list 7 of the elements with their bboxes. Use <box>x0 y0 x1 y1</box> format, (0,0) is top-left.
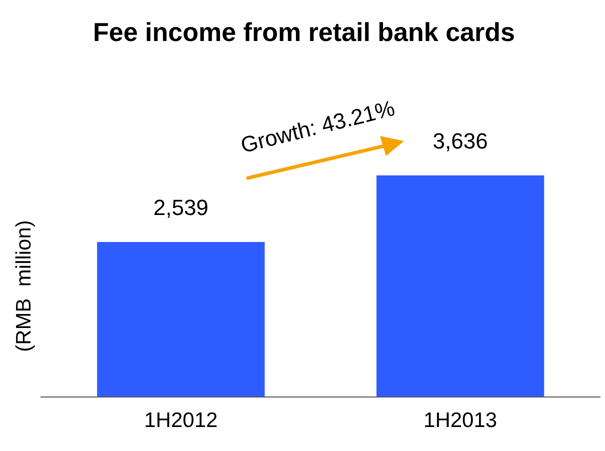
text: Growth: 43.21% <box>238 95 398 158</box>
chart-title: Fee income from retail bank cards <box>93 16 515 47</box>
y-axis-title: (RMB million) <box>12 220 36 352</box>
x-tick-label: 1H2013 <box>424 409 498 432</box>
data-label: 2,539 <box>153 195 208 220</box>
x-tick-label: 1H2012 <box>144 409 218 432</box>
data-label: 3,636 <box>432 128 488 154</box>
